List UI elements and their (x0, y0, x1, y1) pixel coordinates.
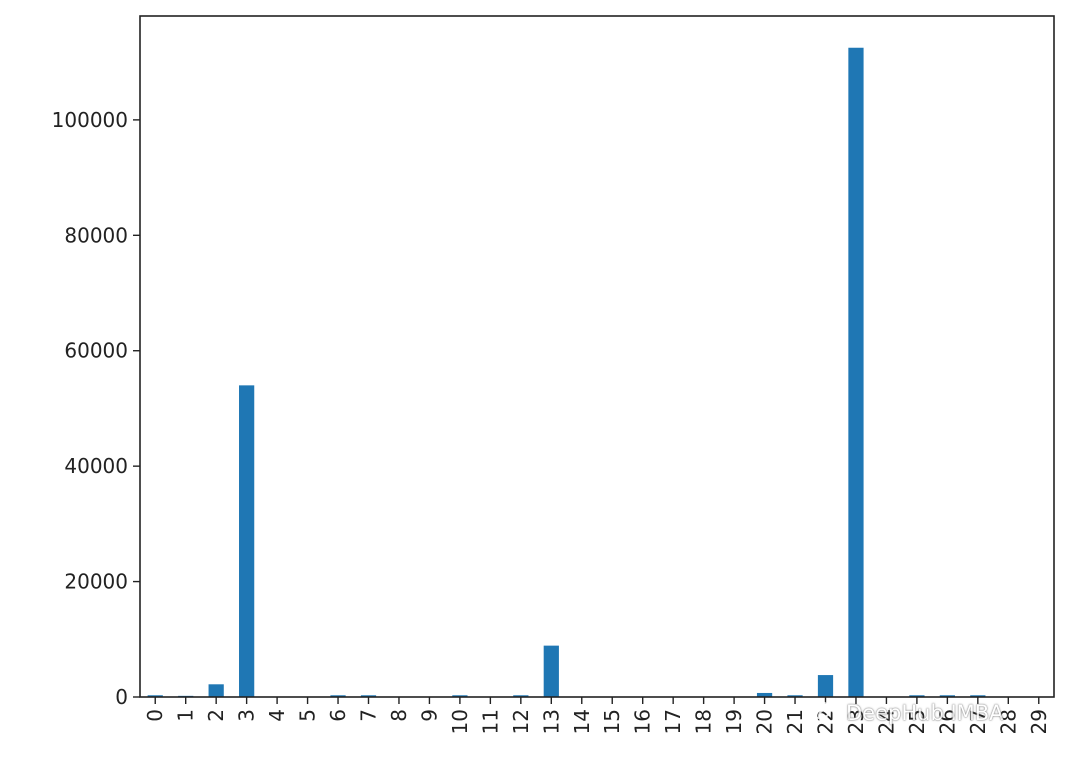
x-tick-label: 1 (174, 709, 198, 722)
x-tick-label: 9 (417, 709, 441, 722)
bar-12 (513, 695, 529, 697)
wechat-icon (809, 701, 836, 724)
x-tick-label: 2 (204, 709, 228, 722)
bar-25 (909, 695, 925, 697)
y-tick-label: 80000 (64, 223, 128, 247)
bar-23 (848, 47, 864, 698)
y-tick-label: 100000 (52, 108, 128, 132)
x-tick-label: 21 (783, 709, 807, 734)
x-tick-label: 0 (143, 709, 167, 722)
y-tick-label: 60000 (64, 339, 128, 363)
x-tick-label: 4 (265, 709, 289, 722)
y-tick-label: 40000 (64, 454, 128, 478)
bar-13 (543, 645, 559, 697)
x-tick-label: 28 (996, 709, 1020, 734)
y-tick-label: 20000 (64, 570, 128, 594)
x-tick-label: 14 (570, 709, 594, 734)
x-tick-label: 26 (935, 709, 959, 734)
watermark: DeepHub IMBA (808, 698, 1004, 728)
x-tick-label: 17 (661, 709, 685, 734)
x-tick-label: 25 (905, 709, 929, 734)
x-tick-label: 10 (448, 709, 472, 734)
x-tick-label: 3 (235, 709, 259, 722)
x-tick-label: 24 (874, 709, 898, 734)
bar-27 (970, 695, 986, 697)
y-axis: 0 20000 40000 60000 80000 100000 (52, 108, 140, 709)
x-tick-label: 20 (753, 709, 777, 734)
x-tick-label: 15 (600, 709, 624, 734)
watermark-text: DeepHub IMBA (846, 701, 1004, 725)
x-tick-label: 19 (722, 709, 746, 734)
x-tick-label: 11 (478, 709, 502, 734)
x-tick-label: 16 (631, 709, 655, 734)
bar-6 (330, 695, 346, 697)
x-tick-label: 13 (539, 709, 563, 734)
y-tick-label: 0 (115, 685, 128, 709)
x-tick-label: 5 (296, 709, 320, 722)
x-tick-label: 8 (387, 709, 411, 722)
bar-0 (147, 695, 163, 697)
x-tick-label: 7 (357, 709, 381, 722)
bar-26 (939, 695, 955, 697)
x-tick-label: 23 (844, 709, 868, 734)
bar-3 (239, 385, 255, 697)
x-tick-label: 6 (326, 709, 350, 722)
bar-22 (817, 675, 834, 697)
bar-10 (452, 695, 468, 697)
bar-21 (787, 695, 803, 697)
bar-20 (756, 692, 773, 697)
x-tick-label: 27 (966, 709, 990, 734)
x-axis: 0 1 2 3 4 5 6 7 8 9 10 11 12 13 14 15 16 17 18 19 20 21 22 23 24… (143, 697, 1051, 734)
x-tick-label: 12 (509, 709, 533, 734)
plot-frame (139, 15, 1055, 698)
bar-2 (208, 684, 224, 697)
x-tick-label: 18 (692, 709, 716, 734)
bars-group (147, 47, 986, 698)
x-tick-label: 29 (1027, 709, 1051, 734)
bar-7 (360, 695, 377, 697)
